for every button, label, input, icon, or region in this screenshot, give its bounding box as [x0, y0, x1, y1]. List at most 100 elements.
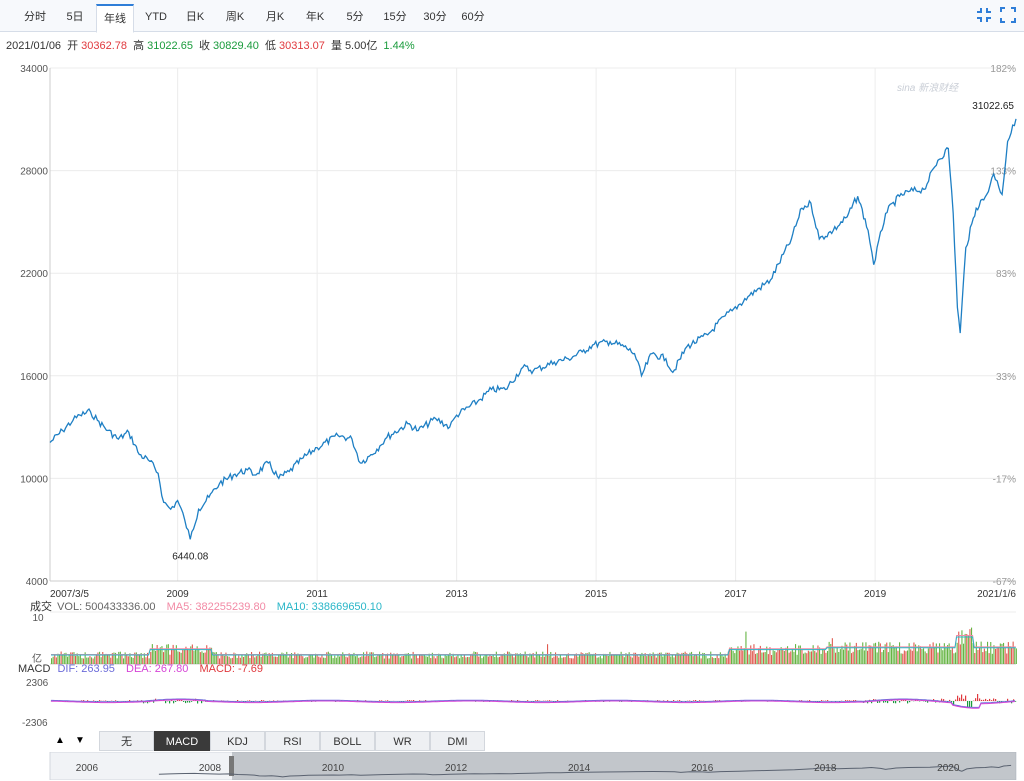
volume-bar [313, 657, 315, 664]
volume-bar [454, 657, 456, 664]
macd-bar [527, 700, 529, 701]
tab-year-line[interactable]: 年线 [96, 4, 134, 33]
volume-bar [702, 652, 704, 664]
navigator-selection[interactable] [232, 752, 1016, 780]
volume-bar [811, 651, 813, 664]
volume-bar [441, 657, 443, 664]
volume-bar [870, 645, 872, 664]
macd-bar [249, 700, 251, 701]
volume-bar [411, 658, 413, 664]
macd-bar [557, 700, 559, 701]
volume-bar [132, 657, 134, 664]
volume-bar [479, 654, 481, 664]
volume-bar [145, 657, 147, 664]
indicator-kdj-button[interactable]: KDJ [210, 731, 265, 751]
volume-bar [339, 656, 341, 664]
volume-bar [500, 654, 502, 664]
tab-30min[interactable]: 30分 [423, 11, 447, 23]
volume-bar [113, 652, 115, 664]
macd-bar [273, 700, 275, 701]
volume-bar [295, 654, 297, 664]
volume-bar [1001, 643, 1003, 664]
tab-daily-k[interactable]: 日K [185, 11, 205, 23]
tab-monthly-k[interactable]: 月K [265, 11, 285, 23]
indicator-wr-button[interactable]: WR [375, 731, 430, 751]
volume-bar [206, 645, 208, 664]
volume-bar [407, 653, 409, 664]
volume-bar [257, 655, 259, 664]
tab-15min[interactable]: 15分 [383, 11, 407, 23]
volume-bar [236, 657, 238, 664]
tab-60min[interactable]: 60分 [461, 11, 485, 23]
volume-bar [667, 652, 669, 664]
indicator-macd-button[interactable]: MACD [154, 731, 210, 751]
volume-bar [196, 646, 198, 664]
indicator-dmi-button[interactable]: DMI [430, 731, 485, 751]
volume-bar [748, 654, 750, 664]
volume-bar [1011, 647, 1013, 664]
volume-bar [177, 651, 179, 664]
volume-bar [283, 653, 285, 664]
volume-bar [275, 656, 277, 664]
volume-bar [187, 648, 189, 664]
indicator-rsi-button[interactable]: RSI [265, 731, 320, 751]
volume-bar [353, 652, 355, 664]
scroll-up-button[interactable]: ▲ [55, 735, 65, 746]
volume-bar [889, 642, 891, 664]
volume-bar [351, 654, 353, 664]
volume-bar [524, 651, 526, 664]
volume-bar [124, 652, 126, 664]
volume-bar [487, 656, 489, 664]
volume-bar [766, 646, 768, 664]
volume-bar [510, 653, 512, 664]
volume-bar [561, 657, 563, 664]
pct-tick-label: -67% [993, 577, 1016, 588]
tab-ytd[interactable]: YTD [145, 11, 167, 23]
tab-5day[interactable]: 5日 [66, 11, 84, 23]
macd-bar [183, 701, 185, 702]
volume-bar [844, 642, 846, 664]
volume-bar [991, 653, 993, 664]
volume-bar [572, 658, 574, 664]
volume-bar [278, 655, 280, 664]
volume-bar [833, 648, 835, 664]
price-line-chart[interactable]: 34000 28000 22000 16000 10000 4000 182% 133% 83… [0, 60, 1024, 600]
volume-bar [347, 657, 349, 664]
range-navigator[interactable]: 2006 2008 2010 2012 2014 2016 2018 2020 [0, 752, 1024, 780]
indicator-boll-button[interactable]: BOLL [320, 731, 375, 751]
navigator-left-handle[interactable] [229, 756, 234, 776]
volume-bar [153, 649, 155, 664]
volume-bar [758, 648, 760, 664]
macd-bar [979, 698, 981, 701]
volume-bar [975, 641, 977, 664]
volume-bar [534, 657, 536, 664]
volume-bar [475, 652, 477, 664]
expand-icon[interactable] [1000, 7, 1016, 23]
volume-bar [225, 652, 227, 664]
volume-bar [550, 652, 552, 664]
volume-bar [799, 645, 801, 664]
collapse-icon[interactable] [976, 7, 992, 23]
tab-yearly-k[interactable]: 年K [305, 11, 325, 23]
volume-bar [711, 657, 713, 664]
volume-bar [459, 658, 461, 664]
volume-bar [115, 652, 117, 664]
tab-5min[interactable]: 5分 [346, 11, 364, 23]
volume-bar [907, 650, 909, 664]
volume-bar [871, 646, 873, 664]
volume-bar [350, 655, 352, 664]
volume-bar [345, 656, 347, 664]
tab-intraday[interactable]: 分时 [24, 11, 46, 23]
volume-bar [116, 658, 118, 664]
volume-bar [628, 652, 630, 664]
volume-bar [643, 655, 645, 664]
macd-bar [517, 700, 519, 701]
tab-weekly-k[interactable]: 周K [225, 11, 245, 23]
volume-bar [111, 653, 113, 664]
x-tick-label: 2009 [167, 589, 190, 600]
scroll-down-button[interactable]: ▼ [75, 735, 85, 746]
open-value: 30362.78 [81, 40, 128, 52]
volume-bar [270, 655, 272, 664]
volume-bar [307, 657, 309, 664]
indicator-none-button[interactable]: 无 [99, 731, 154, 751]
